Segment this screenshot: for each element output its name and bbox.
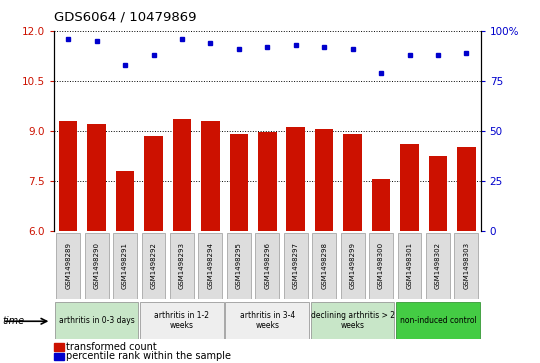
- Text: GDS6064 / 10479869: GDS6064 / 10479869: [54, 11, 197, 24]
- Bar: [170, 233, 194, 299]
- Bar: [201, 121, 220, 231]
- Bar: [199, 233, 222, 299]
- Bar: [312, 233, 336, 299]
- Bar: [315, 129, 333, 231]
- Text: declining arthritis > 2
weeks: declining arthritis > 2 weeks: [310, 311, 395, 330]
- Text: GSM1498289: GSM1498289: [65, 242, 71, 289]
- Bar: [56, 233, 80, 299]
- Text: GSM1498296: GSM1498296: [264, 242, 271, 289]
- Bar: [255, 233, 279, 299]
- Bar: [258, 132, 276, 231]
- Bar: [429, 156, 447, 231]
- Text: GSM1498297: GSM1498297: [293, 242, 299, 289]
- Bar: [59, 121, 77, 231]
- Bar: [113, 233, 137, 299]
- Bar: [226, 302, 309, 339]
- Bar: [397, 233, 421, 299]
- Text: percentile rank within the sample: percentile rank within the sample: [66, 351, 231, 362]
- Bar: [343, 134, 362, 231]
- Text: GSM1498299: GSM1498299: [349, 242, 356, 289]
- Text: GSM1498291: GSM1498291: [122, 242, 128, 289]
- Bar: [284, 233, 308, 299]
- Bar: [54, 343, 64, 351]
- Text: GSM1498293: GSM1498293: [179, 242, 185, 289]
- Bar: [141, 233, 165, 299]
- Bar: [426, 233, 450, 299]
- Text: GSM1498292: GSM1498292: [151, 242, 157, 289]
- Bar: [396, 302, 480, 339]
- Bar: [173, 119, 191, 231]
- Bar: [144, 136, 163, 231]
- Bar: [85, 233, 109, 299]
- Text: GSM1498302: GSM1498302: [435, 242, 441, 289]
- Text: GSM1498300: GSM1498300: [378, 242, 384, 289]
- Bar: [341, 233, 364, 299]
- Text: GSM1498290: GSM1498290: [93, 242, 100, 289]
- Text: transformed count: transformed count: [66, 342, 157, 352]
- Bar: [311, 302, 394, 339]
- Bar: [372, 179, 390, 231]
- Bar: [369, 233, 393, 299]
- Text: GSM1498298: GSM1498298: [321, 242, 327, 289]
- Text: arthritis in 1-2
weeks: arthritis in 1-2 weeks: [154, 311, 210, 330]
- Text: GSM1498301: GSM1498301: [407, 242, 413, 289]
- Bar: [230, 134, 248, 231]
- Text: GSM1498295: GSM1498295: [236, 242, 242, 289]
- Text: non-induced control: non-induced control: [400, 316, 476, 325]
- Bar: [227, 233, 251, 299]
- Bar: [455, 233, 478, 299]
- Text: time: time: [3, 316, 25, 326]
- Bar: [457, 147, 476, 231]
- Text: arthritis in 3-4
weeks: arthritis in 3-4 weeks: [240, 311, 295, 330]
- Bar: [55, 302, 138, 339]
- Text: GSM1498303: GSM1498303: [463, 242, 469, 289]
- Bar: [287, 127, 305, 231]
- Text: arthritis in 0-3 days: arthritis in 0-3 days: [59, 316, 134, 325]
- Bar: [116, 171, 134, 231]
- Bar: [54, 352, 64, 360]
- Bar: [87, 124, 106, 231]
- Text: GSM1498294: GSM1498294: [207, 242, 213, 289]
- Bar: [400, 144, 418, 231]
- Bar: [140, 302, 224, 339]
